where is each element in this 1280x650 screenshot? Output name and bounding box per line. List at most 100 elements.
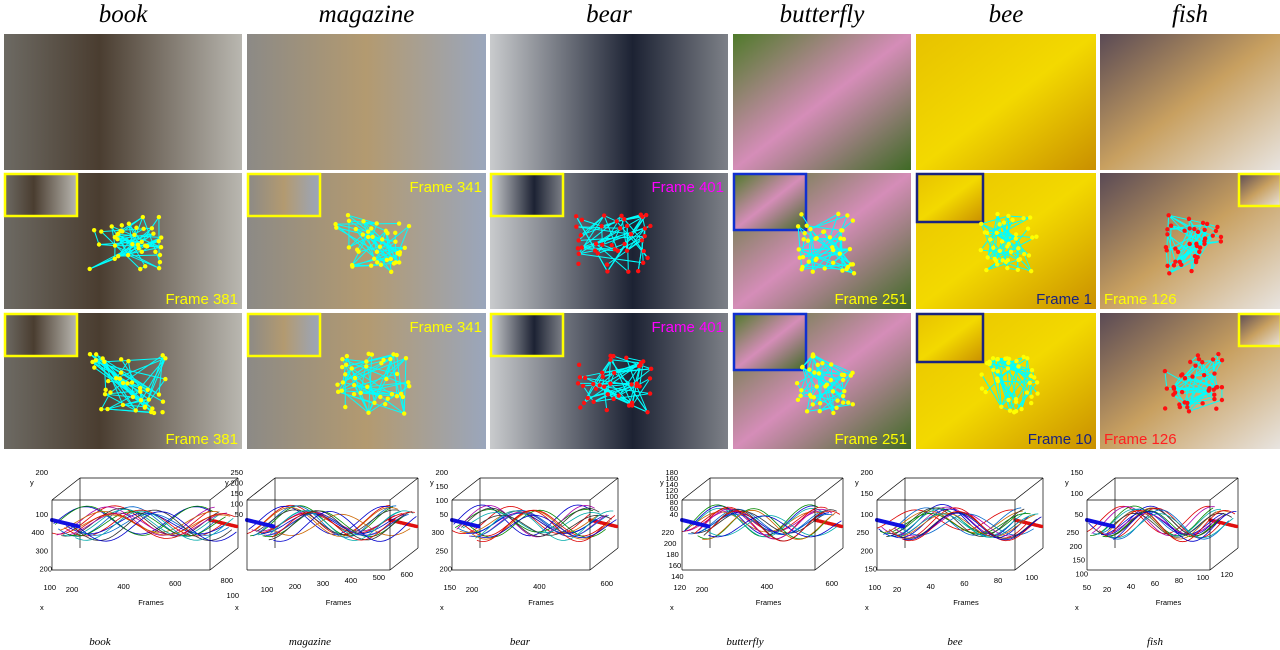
feature-point <box>1193 363 1197 367</box>
plot-box-edge <box>682 478 710 500</box>
feature-point <box>372 401 376 405</box>
template-inset <box>5 174 77 216</box>
feature-point <box>406 380 410 384</box>
photo <box>733 34 911 170</box>
feature-point <box>1220 385 1224 389</box>
frame-label: Frame 251 <box>834 291 907 308</box>
template-inset <box>917 314 983 362</box>
feature-point <box>1019 407 1023 411</box>
feature-point <box>407 224 411 228</box>
x-tick-label: 200 <box>1069 542 1082 551</box>
feature-point <box>1178 260 1182 264</box>
frame-label: Frame 10 <box>1028 431 1092 448</box>
feature-point <box>92 365 96 369</box>
feature-point <box>849 373 853 377</box>
feature-point <box>132 233 136 237</box>
feature-point <box>586 396 590 400</box>
feature-point <box>119 357 123 361</box>
feature-point <box>848 247 852 251</box>
start-point <box>706 524 710 528</box>
frame-label: Frame 381 <box>165 291 238 308</box>
x-tick-label: 200 <box>860 546 873 555</box>
x-axis-label: x <box>1075 603 1079 612</box>
feature-point <box>134 408 138 412</box>
plot-caption: fish <box>1147 636 1163 648</box>
feature-point <box>1188 360 1192 364</box>
feature-point <box>157 239 161 243</box>
feature-point <box>364 364 368 368</box>
feature-point <box>1009 250 1013 254</box>
x-tick-label: 250 <box>435 546 448 555</box>
frames-tick-label: 60 <box>1151 579 1159 588</box>
y-tick-label: 150 <box>230 489 243 498</box>
feature-point <box>1032 375 1036 379</box>
feature-point <box>347 219 351 223</box>
feature-point <box>799 212 803 216</box>
column-title: bee <box>989 1 1024 28</box>
feature-point <box>141 227 145 231</box>
feature-point <box>983 390 987 394</box>
feature-point <box>1030 368 1034 372</box>
feature-point <box>809 395 813 399</box>
feature-point <box>594 242 598 246</box>
feature-point <box>615 219 619 223</box>
feature-point <box>152 411 156 415</box>
feature-point <box>1197 250 1201 254</box>
feature-point <box>1212 371 1216 375</box>
feature-point <box>341 380 345 384</box>
feature-point <box>375 221 379 225</box>
feature-point <box>161 400 165 404</box>
feature-point <box>1203 236 1207 240</box>
trajectory-plot: 180160140120100806040y220200180160140120… <box>660 468 843 612</box>
feature-point <box>984 268 988 272</box>
trajectory-plot: 25020015010050y100x100200300400500600Fra… <box>225 468 418 612</box>
feature-point <box>582 401 586 405</box>
y-tick-label: 100 <box>230 500 243 509</box>
frames-tick-label: 60 <box>960 579 968 588</box>
feature-point <box>361 219 365 223</box>
feature-point <box>350 366 354 370</box>
feature-point <box>649 367 653 371</box>
feature-point <box>343 405 347 409</box>
feature-point <box>118 229 122 233</box>
feature-point <box>100 356 104 360</box>
frames-tick-label: 400 <box>345 576 358 585</box>
feature-point <box>390 392 394 396</box>
feature-point <box>641 359 645 363</box>
column-title: butterfly <box>780 1 866 28</box>
feature-point <box>395 394 399 398</box>
feature-point <box>995 231 999 235</box>
frames-tick-label: 300 <box>317 579 330 588</box>
frame-label: Frame 401 <box>651 319 724 336</box>
feature-point <box>644 213 648 217</box>
feature-point <box>1165 386 1169 390</box>
feature-point <box>608 358 612 362</box>
feature-point <box>1163 369 1167 373</box>
feature-point <box>998 222 1002 226</box>
feature-point <box>1006 398 1010 402</box>
feature-point <box>159 245 163 249</box>
feature-point <box>389 257 393 261</box>
feature-point <box>106 379 110 383</box>
feature-point <box>841 394 845 398</box>
feature-point <box>137 246 141 250</box>
feature-point <box>831 261 835 265</box>
feature-point <box>1026 226 1030 230</box>
feature-point <box>1187 217 1191 221</box>
feature-point <box>375 250 379 254</box>
feature-point <box>344 363 348 367</box>
frames-tick-label: 100 <box>1026 573 1039 582</box>
x-tick-label: 150 <box>864 565 877 574</box>
feature-point <box>146 388 150 392</box>
feature-point <box>163 356 167 360</box>
feature-point <box>834 406 838 410</box>
feature-point <box>829 378 833 382</box>
feature-point <box>1216 352 1220 356</box>
feature-point <box>143 264 147 268</box>
frames-tick-label: 400 <box>117 582 130 591</box>
feature-point <box>125 381 129 385</box>
x-axis-label: x <box>235 603 239 612</box>
feature-point <box>801 237 805 241</box>
feature-point <box>822 229 826 233</box>
y-tick-label: 200 <box>435 468 448 477</box>
